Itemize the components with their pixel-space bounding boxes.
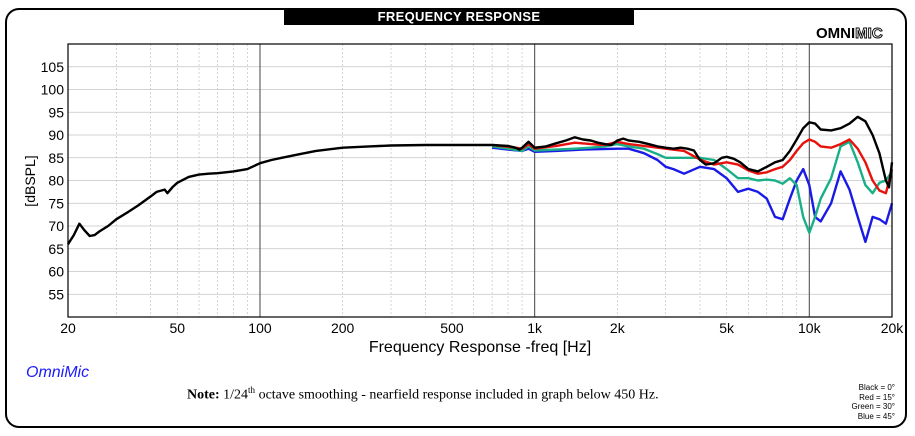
x-tick-label: 100 bbox=[248, 320, 272, 336]
major-grid bbox=[259, 44, 810, 317]
series-line-1a1ae6 bbox=[491, 146, 894, 244]
y-tick-label: 65 bbox=[48, 241, 64, 257]
y-tick-label: 90 bbox=[48, 127, 64, 143]
x-tick-label: 50 bbox=[170, 320, 186, 336]
legend: Black = 0° Red = 15° Green = 30° Blue = … bbox=[852, 383, 895, 421]
y-tick-label: 100 bbox=[41, 82, 65, 98]
note-pre: 1/24 bbox=[223, 387, 249, 403]
x-tick-label: 2k bbox=[610, 320, 626, 336]
x-tick-label: 5k bbox=[719, 320, 735, 336]
x-tick-labels: 20 50 100 200 500 1k 2k 5k 10k 20k bbox=[60, 320, 904, 336]
y-tick-label: 55 bbox=[48, 286, 64, 302]
series-line-19b088 bbox=[491, 140, 893, 234]
x-tick-label: 500 bbox=[440, 320, 464, 336]
x-tick-label: 10k bbox=[798, 320, 822, 336]
note-label: Note: bbox=[187, 387, 220, 403]
svg-text:OMNIMIC: OMNIMIC bbox=[816, 25, 883, 42]
x-tick-label: 20k bbox=[881, 320, 905, 336]
y-tick-label: 105 bbox=[41, 59, 65, 75]
logo-omni: OMNI bbox=[816, 25, 855, 42]
x-tick-label: 200 bbox=[331, 320, 355, 336]
legend-item-blue: Blue = 45° bbox=[857, 411, 895, 421]
series-line-000000 bbox=[66, 115, 894, 245]
y-tick-labels: 55 60 65 70 75 80 85 90 95 100 105 bbox=[41, 59, 65, 303]
note-text: Note: 1/24th octave smoothing - nearfiel… bbox=[187, 385, 659, 404]
y-tick-label: 70 bbox=[48, 218, 64, 234]
chart-title: FREQUENCY RESPONSE bbox=[284, 8, 634, 25]
note-sup: th bbox=[248, 385, 256, 395]
legend-item-green: Green = 30° bbox=[851, 402, 895, 411]
app-name: OmniMic bbox=[26, 364, 90, 381]
omnimic-logo: OMNIMIC bbox=[812, 24, 889, 42]
plot-area-border bbox=[67, 43, 893, 318]
y-tick-label: 85 bbox=[48, 150, 64, 166]
x-axis-label: Frequency Response -freq [Hz] bbox=[369, 339, 591, 356]
legend-item-red: Red = 15° bbox=[859, 392, 895, 402]
legend-item-black: Black = 0° bbox=[858, 383, 895, 392]
series-line-e8120c bbox=[491, 138, 894, 195]
x-tick-label: 1k bbox=[527, 320, 543, 336]
y-tick-label: 80 bbox=[48, 173, 64, 189]
note-post: octave smoothing - nearfield response in… bbox=[258, 387, 659, 403]
y-tick-label: 95 bbox=[48, 104, 64, 120]
x-tick-label: 20 bbox=[60, 320, 76, 336]
logo-mic: MIC bbox=[855, 25, 883, 42]
y-axis-label: [dBSPL] bbox=[22, 155, 38, 206]
y-tick-label: 60 bbox=[48, 264, 64, 280]
minor-grid bbox=[68, 44, 892, 317]
series-layer bbox=[66, 115, 894, 245]
y-tick-label: 75 bbox=[48, 195, 64, 211]
